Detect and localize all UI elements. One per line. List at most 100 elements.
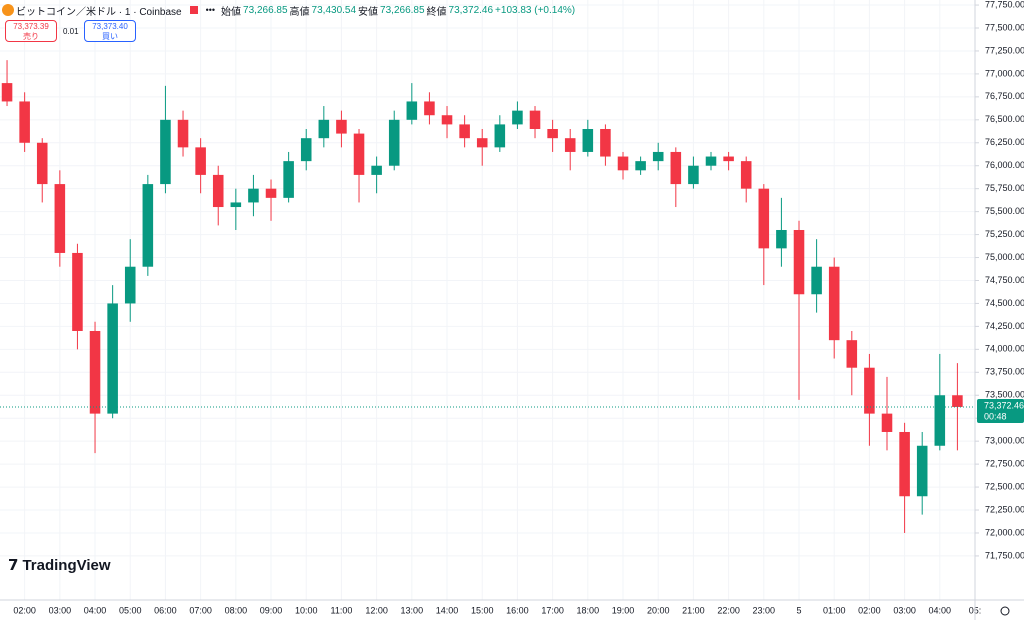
candle-body (881, 413, 893, 432)
candle-body (441, 115, 453, 125)
candle-body (248, 188, 259, 203)
x-tick-label: 10:00 (295, 605, 318, 615)
candle-body (54, 184, 66, 253)
x-tick-label: 15:00 (471, 605, 494, 615)
candle-body (19, 101, 30, 143)
y-tick-label: 73,750.00 (985, 367, 1024, 377)
buy-button[interactable]: 73,373.40 買い (84, 20, 136, 42)
candle-body (705, 156, 717, 166)
candle-body (1, 83, 13, 102)
x-tick-label: 23:00 (753, 605, 776, 615)
y-tick-label: 76,750.00 (985, 91, 1024, 101)
candle-body (36, 142, 48, 185)
candle-body (776, 229, 787, 249)
spread: 0.01 (63, 27, 79, 36)
candle-body (864, 367, 875, 414)
low-label: 安値 (358, 6, 379, 18)
candle-body (371, 165, 382, 175)
sell-label: 売り (23, 32, 39, 41)
candle-body (793, 229, 805, 295)
more[interactable]: ••• (205, 5, 216, 15)
candle-body (265, 188, 277, 198)
x-tick-label: 19:00 (612, 605, 635, 615)
y-tick-label: 71,750.00 (985, 550, 1024, 560)
candle-body (476, 138, 488, 148)
y-tick-label: 74,500.00 (985, 298, 1024, 308)
y-tick-label: 77,750.00 (985, 0, 1024, 9)
candle-body (899, 431, 910, 497)
candle-body (72, 252, 83, 331)
high-label: 高値 (289, 6, 310, 18)
buy-price: 73,373.40 (92, 22, 128, 31)
y-tick-label: 72,250.00 (985, 504, 1024, 514)
candle-body (688, 165, 699, 185)
y-tick-label: 77,250.00 (985, 45, 1024, 55)
symbol[interactable]: ビットコイン／米ドル · 1 · Coinbase (16, 6, 182, 18)
close: 73,372.46 (448, 4, 494, 16)
y-tick-label: 74,000.00 (985, 344, 1024, 354)
y-tick-label: 73,500.00 (985, 390, 1024, 400)
y-tick-label: 77,000.00 (985, 68, 1024, 78)
candle-body (388, 119, 400, 166)
x-tick-label: 13:00 (401, 605, 424, 615)
y-tick-label: 72,500.00 (985, 481, 1024, 491)
candle-body (758, 188, 770, 249)
candle-body (336, 119, 347, 134)
candle-body (828, 266, 840, 341)
x-tick-label: 07:00 (189, 605, 212, 615)
coin-icon (2, 4, 14, 16)
sell-price: 73,373.39 (13, 22, 49, 31)
x-tick-label: 5 (796, 605, 801, 615)
y-tick-label: 75,000.00 (985, 252, 1024, 262)
x-tick-label: 01:00 (823, 605, 846, 615)
candle-body (195, 147, 206, 175)
candle-body (934, 395, 946, 446)
x-tick-label: 02:00 (858, 605, 881, 615)
candle-body (177, 119, 189, 148)
open-label: 始値 (221, 6, 242, 18)
x-tick-label: 09:00 (260, 605, 283, 615)
sell-button[interactable]: 73,373.39 売り (5, 20, 57, 42)
candle-body (846, 340, 858, 368)
candle-body (670, 151, 682, 185)
settings-icon[interactable] (1000, 606, 1010, 616)
candle-body (547, 128, 558, 139)
change: +103.83 (+0.14%) (495, 4, 576, 16)
candle-body (160, 119, 171, 185)
candle-body (600, 128, 611, 157)
candle-body (564, 138, 576, 152)
y-tick-label: 75,250.00 (985, 229, 1024, 239)
candle-body (353, 133, 365, 175)
candle-body (811, 266, 822, 295)
x-tick-label: 20:00 (647, 605, 670, 615)
candle-body (652, 151, 664, 162)
candle-body (723, 156, 734, 162)
candle-body (424, 101, 435, 116)
y-tick-label: 72,000.00 (985, 527, 1024, 537)
y-tick-label: 74,750.00 (985, 275, 1024, 285)
last-price-label: 73,372.46 (984, 400, 1024, 410)
candle-body (89, 330, 101, 414)
flag (189, 6, 198, 14)
y-tick-label: 72,750.00 (985, 458, 1024, 468)
y-tick-label: 75,750.00 (985, 183, 1024, 193)
x-tick-label: 16:00 (506, 605, 529, 615)
candle-body (124, 266, 136, 304)
x-tick-label: 04:00 (929, 605, 952, 615)
x-tick-label: 11:00 (330, 605, 352, 615)
x-tick-label: 14:00 (436, 605, 459, 615)
logo-text: TradingView (22, 556, 111, 574)
y-tick-label: 75,500.00 (985, 206, 1024, 216)
x-tick-label: 21:00 (682, 605, 705, 615)
x-tick-label: 18:00 (577, 605, 600, 615)
y-tick-label: 76,250.00 (985, 137, 1024, 147)
y-tick-label: 76,500.00 (985, 114, 1024, 124)
x-tick-label: 17:00 (541, 605, 564, 615)
x-tick-label: 05:00 (119, 605, 142, 615)
candle-body (318, 119, 330, 139)
candle-body (142, 184, 154, 267)
open: 73,266.85 (243, 4, 288, 16)
last-price-box (977, 398, 1024, 423)
logo: 𝟳 TradingView (8, 556, 111, 575)
